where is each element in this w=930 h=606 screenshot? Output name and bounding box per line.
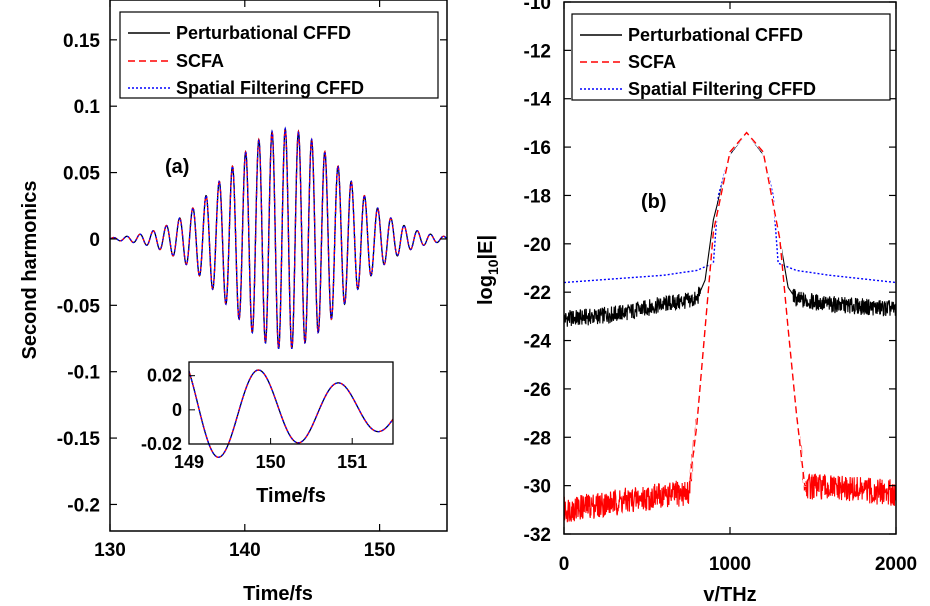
inset-y-tick-label: 0.02 <box>147 366 182 386</box>
panel-a-y-tick-label: -0.15 <box>57 429 101 450</box>
inset-y-tick-label: 0 <box>172 400 182 420</box>
panel-b-y-tick-label: -12 <box>524 41 551 62</box>
panel-b-y-tick-label: -22 <box>524 283 551 304</box>
panel-a-x-tick-label: 130 <box>94 540 126 561</box>
panel-b-y-tick-label: -10 <box>524 0 551 14</box>
panel-b-y-tick-label: -24 <box>524 332 552 353</box>
panel-b-x-tick-label: 1000 <box>709 554 751 575</box>
panel-a-y-tick-label: -0.1 <box>67 363 100 384</box>
panel-a-ylabel: Second harmonics <box>19 181 41 360</box>
panel-b-y-tick-label: -26 <box>524 380 551 401</box>
inset-y-tick-label: -0.02 <box>141 434 182 454</box>
panel-a-y-tick-label: 0.1 <box>74 97 101 118</box>
panel-b-ylabel: log10|E| <box>475 235 501 305</box>
panel-b-y-tick-label: -18 <box>524 186 551 207</box>
panel-b-xlabel: v/THz <box>703 584 756 606</box>
panel-b-x-tick-label: 2000 <box>875 554 917 575</box>
legend-a-scfa: SCFA <box>176 51 224 71</box>
panel-a-annotation: (a) <box>165 156 189 178</box>
panel-a-plot-area <box>109 126 448 349</box>
panel-a-y-tick-label: -0.2 <box>67 495 100 516</box>
panel-b-y-tick-label: -14 <box>524 90 552 111</box>
panel-a-axes-box <box>109 0 448 532</box>
inset-series-line-2 <box>188 369 394 458</box>
inset-series-line-1 <box>188 369 394 458</box>
panel-b-x-tick-label: 0 <box>559 554 570 575</box>
panel-a-series-line-2 <box>109 126 448 349</box>
inset-plot-area <box>188 369 394 458</box>
panel-a-legend: Perturbational CFFD SCFA Spatial Filteri… <box>119 11 439 99</box>
panel-b-legend: Perturbational CFFD SCFA Spatial Filteri… <box>571 13 891 101</box>
panel-a-x-tick-label: 140 <box>229 540 261 561</box>
panel-a-y-tick-label: -0.05 <box>57 296 101 317</box>
panel-a-y-tick-label: 0.05 <box>63 164 100 185</box>
panel-b-y-tick-label: -32 <box>524 525 551 546</box>
panel-a: 130 140 150-0.2-0.15-0.1-0.0500.050.10.15 … <box>19 0 448 605</box>
panel-a-y-tick-label: 0.15 <box>63 31 100 52</box>
legend-a-spatial: Spatial Filtering CFFD <box>176 78 364 98</box>
panel-b-ylabel-sub: 10 <box>485 259 501 275</box>
inset-x-tick-label: 149 <box>174 452 204 472</box>
inset-axes-box <box>188 361 394 445</box>
panel-b-y-tick-label: -30 <box>524 477 551 498</box>
legend-b-perturbational: Perturbational CFFD <box>628 25 803 45</box>
panel-b: 0 1000 2000 -32 -30 -28 -26 -24 -22 -20 -18 -16 -14 -… <box>475 0 917 606</box>
panel-b-scfa-peak-line <box>689 131 807 487</box>
panel-b-plot-area <box>563 130 897 523</box>
legend-b-scfa: SCFA <box>628 52 676 72</box>
panel-a-x-tick-label: 150 <box>364 540 396 561</box>
inset-x-tick-label: 151 <box>337 452 367 472</box>
inset-xlabel: Time/fs <box>256 485 326 507</box>
panel-b-y-tick-label: -20 <box>524 235 551 256</box>
panel-b-ylabel-tail: |E| <box>475 235 497 260</box>
panel-a-ticks: 130 140 150 -0.2 -0.15 -0.1 -0.05 0 0.05 0.1 0.15 <box>57 0 447 561</box>
legend-b-spatial: Spatial Filtering CFFD <box>628 79 816 99</box>
panel-a-y-tick-label: 0 <box>89 230 100 251</box>
inset-x-tick-label: 150 <box>256 452 286 472</box>
panel-b-y-tick-label: -16 <box>524 138 551 159</box>
panel-b-annotation: (b) <box>641 191 667 213</box>
panel-a-xlabel: Time/fs <box>243 583 313 605</box>
legend-a-perturbational: Perturbational CFFD <box>176 23 351 43</box>
inset-ticks: 149 150 151 -0.02 0 0.02 <box>141 366 367 472</box>
panel-a-inset: 149 150 151 -0.02 0 0.02 Time/fs <box>141 361 394 507</box>
panel-b-y-tick-label: -28 <box>524 428 551 449</box>
panel-b-ylabel-main: log <box>475 275 497 305</box>
